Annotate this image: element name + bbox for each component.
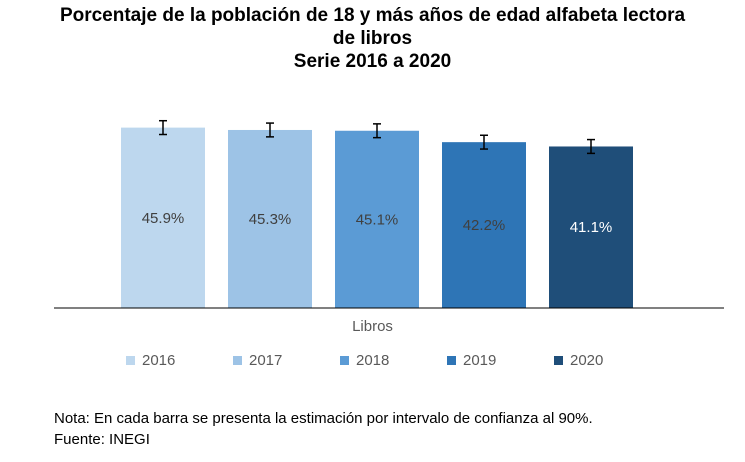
legend-label: 2020 <box>570 352 604 369</box>
legend-swatch <box>340 356 349 365</box>
error-bar-2017 <box>266 122 274 138</box>
data-label-2019: 42.2% <box>463 217 506 234</box>
legend-item-2019: 2019 <box>447 352 496 369</box>
legend-label: 2017 <box>249 352 283 369</box>
legend-item-2020: 2020 <box>554 352 603 369</box>
error-bar-2019 <box>480 134 488 150</box>
legend-label: 2018 <box>356 352 390 369</box>
bar-2017 <box>228 129 312 308</box>
bar-2018 <box>335 130 419 308</box>
legend-item-2016: 2016 <box>126 352 175 369</box>
legend: 2016 2017 2018 2019 2020 <box>0 352 745 372</box>
data-label-2017: 45.3% <box>249 211 292 228</box>
bar-2016 <box>121 127 205 308</box>
legend-label: 2019 <box>463 352 497 369</box>
title-line-1: Porcentaje de la población de 18 y más a… <box>59 5 686 26</box>
legend-swatch <box>554 356 563 365</box>
error-bar-2020 <box>587 138 595 155</box>
legend-swatch <box>233 356 242 365</box>
legend-swatch <box>447 356 456 365</box>
x-category-label: Libros <box>352 318 393 335</box>
bar-group: 45.9% 45.3% 45.1% 42.2% 41.1% <box>121 119 633 308</box>
title-line-2: de libros <box>332 28 413 49</box>
data-label-2020: 41.1% <box>570 219 613 236</box>
chart-title: Porcentaje de la población de 18 y más a… <box>0 4 745 73</box>
legend-swatch <box>126 356 135 365</box>
bar-2020 <box>549 146 633 308</box>
error-bar-2018 <box>373 123 381 139</box>
chart-note-block: Nota: En cada barra se presenta la estim… <box>54 408 593 450</box>
data-label-2016: 45.9% <box>142 210 185 227</box>
bar-chart: 45.9% 45.3% 45.1% 42.2% 41.1% <box>54 119 724 309</box>
error-bar-2016 <box>159 119 167 136</box>
legend-item-2017: 2017 <box>233 352 282 369</box>
title-line-3: Serie 2016 a 2020 <box>293 51 452 72</box>
chart-source: Fuente: INEGI <box>54 431 150 448</box>
chart-note: Nota: En cada barra se presenta la estim… <box>54 410 593 427</box>
bar-2019 <box>442 142 526 308</box>
legend-item-2018: 2018 <box>340 352 389 369</box>
data-label-2018: 45.1% <box>356 211 399 228</box>
legend-label: 2016 <box>142 352 176 369</box>
